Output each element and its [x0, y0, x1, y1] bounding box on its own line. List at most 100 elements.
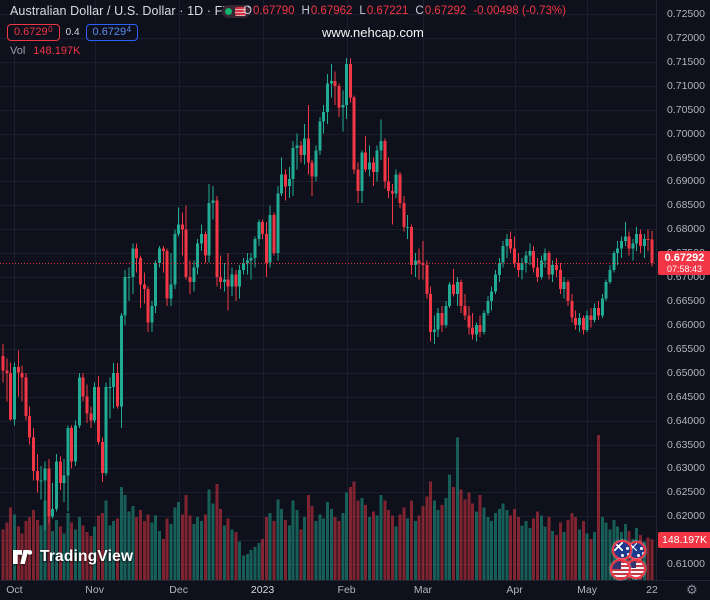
- candle-body: [96, 387, 100, 443]
- bid-pip-fraction: 0: [48, 25, 53, 34]
- axis-settings-gear-icon[interactable]: ⚙: [686, 583, 698, 598]
- candle-body: [413, 260, 417, 266]
- buy-ask-button[interactable]: 0.6729 4: [85, 23, 139, 41]
- candle-body: [13, 367, 16, 420]
- volume-bar: [581, 521, 585, 580]
- candle-body: [551, 265, 555, 275]
- volume-bar: [536, 511, 539, 580]
- price-tick-label: 0.69000: [667, 175, 705, 188]
- candle-body: [138, 258, 142, 285]
- tradingview-logo[interactable]: TradingView: [13, 548, 133, 566]
- candle-body: [608, 269, 612, 282]
- candle-body: [410, 226, 413, 266]
- candle-wick: [220, 255, 222, 290]
- candle-body: [474, 324, 478, 335]
- candle-body: [425, 265, 429, 294]
- candle-body: [70, 427, 74, 462]
- volume-bar: [138, 510, 142, 580]
- current-volume-label: 148.197K: [658, 532, 710, 548]
- volume-bar: [119, 487, 123, 580]
- spread-value: 0.4: [65, 26, 80, 38]
- volume-bar: [558, 522, 562, 580]
- candle-body: [494, 274, 497, 292]
- volume-bar: [329, 508, 333, 580]
- volume-bar: [375, 515, 379, 580]
- candle-body: [310, 162, 314, 177]
- candle-wick: [21, 365, 23, 402]
- time-axis[interactable]: ⚙ Oct Nov Dec 2023 Feb Mar Apr May 22: [0, 580, 710, 600]
- volume-bar: [1, 529, 5, 580]
- volume-bar: [222, 525, 226, 580]
- sell-bid-button[interactable]: 0.6729 0: [7, 23, 60, 41]
- candle-wick: [170, 253, 172, 306]
- candle-body: [429, 293, 433, 333]
- volume-bar: [539, 515, 543, 580]
- price-axis[interactable]: 0.67292 07:58:43 148.197K 0.72500 0.72000…: [656, 0, 710, 580]
- candle-body: [348, 64, 352, 98]
- volume-bar: [448, 474, 452, 580]
- volume-bar: [96, 515, 100, 580]
- candle-body: [272, 214, 276, 254]
- volume-bar: [131, 506, 135, 580]
- candle-body: [123, 277, 127, 316]
- candle-body: [589, 315, 593, 321]
- candle-body: [440, 313, 444, 325]
- volume-bar: [452, 487, 455, 580]
- volume-bar: [272, 521, 276, 580]
- volume-bar: [604, 522, 608, 580]
- volume-bar: [234, 532, 238, 580]
- volume-bar: [85, 532, 89, 580]
- volume-bar: [177, 502, 181, 580]
- symbol-title[interactable]: Australian Dollar / U.S. Dollar · 1D · F…: [10, 4, 251, 18]
- candle-body: [169, 284, 173, 299]
- candle-body: [135, 248, 139, 258]
- volume-bar: [371, 511, 375, 580]
- volume-bar: [341, 513, 345, 580]
- candle-body: [432, 329, 436, 333]
- volume-bar: [352, 481, 356, 580]
- price-tick-label: 0.70000: [667, 127, 705, 140]
- candle-wick: [369, 145, 370, 177]
- volume-bar: [127, 511, 131, 580]
- candle-body: [264, 234, 268, 263]
- volume-bar: [150, 522, 154, 580]
- volume-bar: [257, 543, 261, 580]
- candle-body: [238, 269, 242, 287]
- candle-wick: [330, 64, 332, 98]
- volume-bar: [474, 511, 478, 580]
- volume-bar: [306, 495, 310, 580]
- volume-bar: [89, 536, 93, 580]
- price-chart[interactable]: [0, 0, 656, 580]
- candle-body: [402, 203, 406, 227]
- candle-body: [620, 241, 623, 249]
- candle-body: [486, 301, 490, 313]
- candle-body: [581, 317, 585, 330]
- price-tick-label: 0.64000: [667, 414, 705, 427]
- candle-wick: [632, 238, 634, 261]
- volume-bar: [421, 506, 425, 580]
- candle-wick: [380, 119, 382, 160]
- watermark-text: www.nehcap.com: [322, 25, 424, 40]
- candle-body: [478, 324, 482, 333]
- time-tick-label: Dec: [169, 584, 188, 596]
- candle-body: [43, 468, 47, 481]
- market-status-toggle[interactable]: [222, 5, 250, 18]
- price-tick-label: 0.63000: [667, 462, 705, 475]
- candle-body: [74, 425, 77, 462]
- candle-body: [471, 327, 475, 335]
- candle-body: [639, 234, 642, 247]
- volume-bar: [379, 495, 383, 580]
- candle-body: [261, 222, 265, 235]
- candle-body: [360, 152, 364, 191]
- candle-body: [585, 315, 589, 330]
- volume-bar: [318, 514, 322, 580]
- volume-bar: [497, 508, 501, 580]
- close-value: 0.67292: [424, 5, 467, 17]
- volume-bar: [253, 547, 257, 580]
- volume-bar: [463, 499, 467, 580]
- price-tick-label: 0.62000: [667, 510, 705, 523]
- candle-body: [108, 387, 112, 389]
- volume-bar: [100, 513, 104, 580]
- volume-bar: [261, 539, 265, 580]
- australia-flag-icon: [612, 540, 632, 560]
